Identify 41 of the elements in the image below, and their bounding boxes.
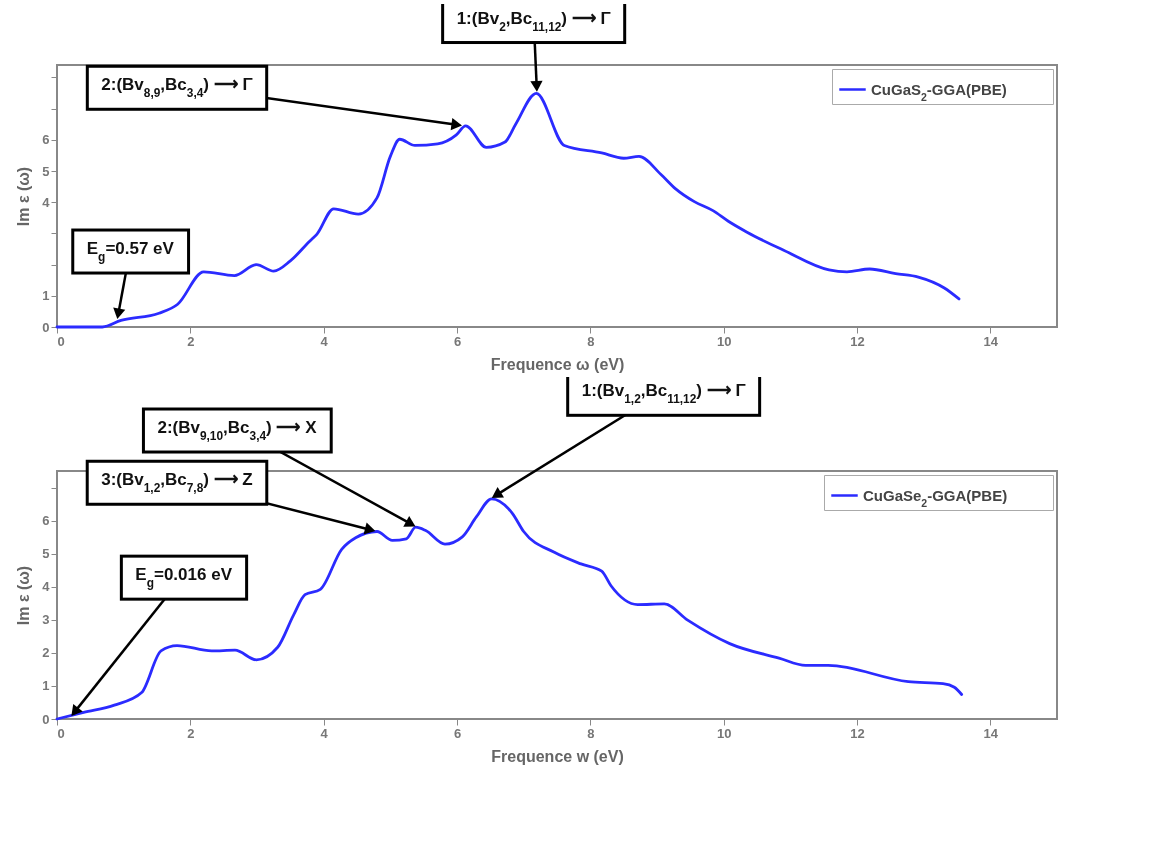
x-tick-label: 6 (453, 725, 462, 741)
y-tick-label: 1 (42, 288, 50, 304)
y-tick-label: 3 (42, 612, 50, 628)
y-tick-label: 5 (42, 546, 50, 562)
y-tick-label: 6 (42, 513, 50, 529)
y-tick-label: 4 (42, 579, 51, 595)
annotation: 3:(Bv$_{1,2}$,Bc$_{7,8}$) ⟶ Z (101, 470, 253, 496)
x-tick-label: 10 (716, 333, 732, 349)
x-tick-label: 6 (453, 333, 462, 349)
x-tick-label: 4 (320, 725, 329, 741)
x-tick-label: 8 (587, 333, 595, 349)
x-tick-label: 0 (57, 725, 65, 741)
annotation: E$_{g}$=0.016 eV (135, 565, 233, 591)
x-tick-label: 0 (57, 333, 65, 349)
x-tick-label: 12 (850, 333, 865, 349)
x-tick-label: 2 (187, 725, 195, 741)
x-tick-label: 10 (716, 725, 732, 741)
y-tick-label: 1 (42, 678, 50, 694)
y-tick-label: 5 (42, 163, 50, 179)
annotation: 1:(Bv$_{1,2}$,Bc$_{11,12}$) ⟶ Γ (581, 381, 746, 407)
y-tick-label: 4 (42, 194, 51, 210)
annotation: 2:(Bv$_{8,9}$,Bc$_{3,4}$) ⟶ Γ (101, 75, 253, 101)
y-tick-label: 2 (42, 645, 50, 661)
y-tick-label: 6 (42, 132, 50, 148)
x-tick-label: 12 (850, 725, 865, 741)
annotation: E$_{g}$=0.57 eV (86, 239, 175, 265)
x-axis-title: Frequence w (eV) (491, 747, 624, 765)
legend-label: CuGaS$_{2}$-GGA(PBE) (871, 80, 1007, 103)
x-tick-label: 2 (187, 333, 195, 349)
x-tick-label: 14 (983, 333, 999, 349)
legend-label: CuGaSe$_{2}$-GGA(PBE) (863, 486, 1008, 509)
annotation: 2:(Bv$_{9,10}$,Bc$_{3,4}$) ⟶ X (157, 418, 318, 444)
x-axis-title: Frequence ω (eV) (490, 355, 625, 373)
x-tick-label: 14 (983, 725, 999, 741)
annotation: 1:(Bv$_{2}$,Bc$_{11,12}$) ⟶ Γ (456, 8, 611, 34)
y-axis-title: Im ε (ω) (15, 565, 33, 626)
y-tick-label: 0 (42, 319, 50, 335)
y-axis-title: Im ε (ω) (15, 166, 33, 227)
x-tick-label: 8 (587, 725, 595, 741)
x-tick-label: 4 (320, 333, 329, 349)
y-tick-label: 0 (42, 711, 50, 727)
